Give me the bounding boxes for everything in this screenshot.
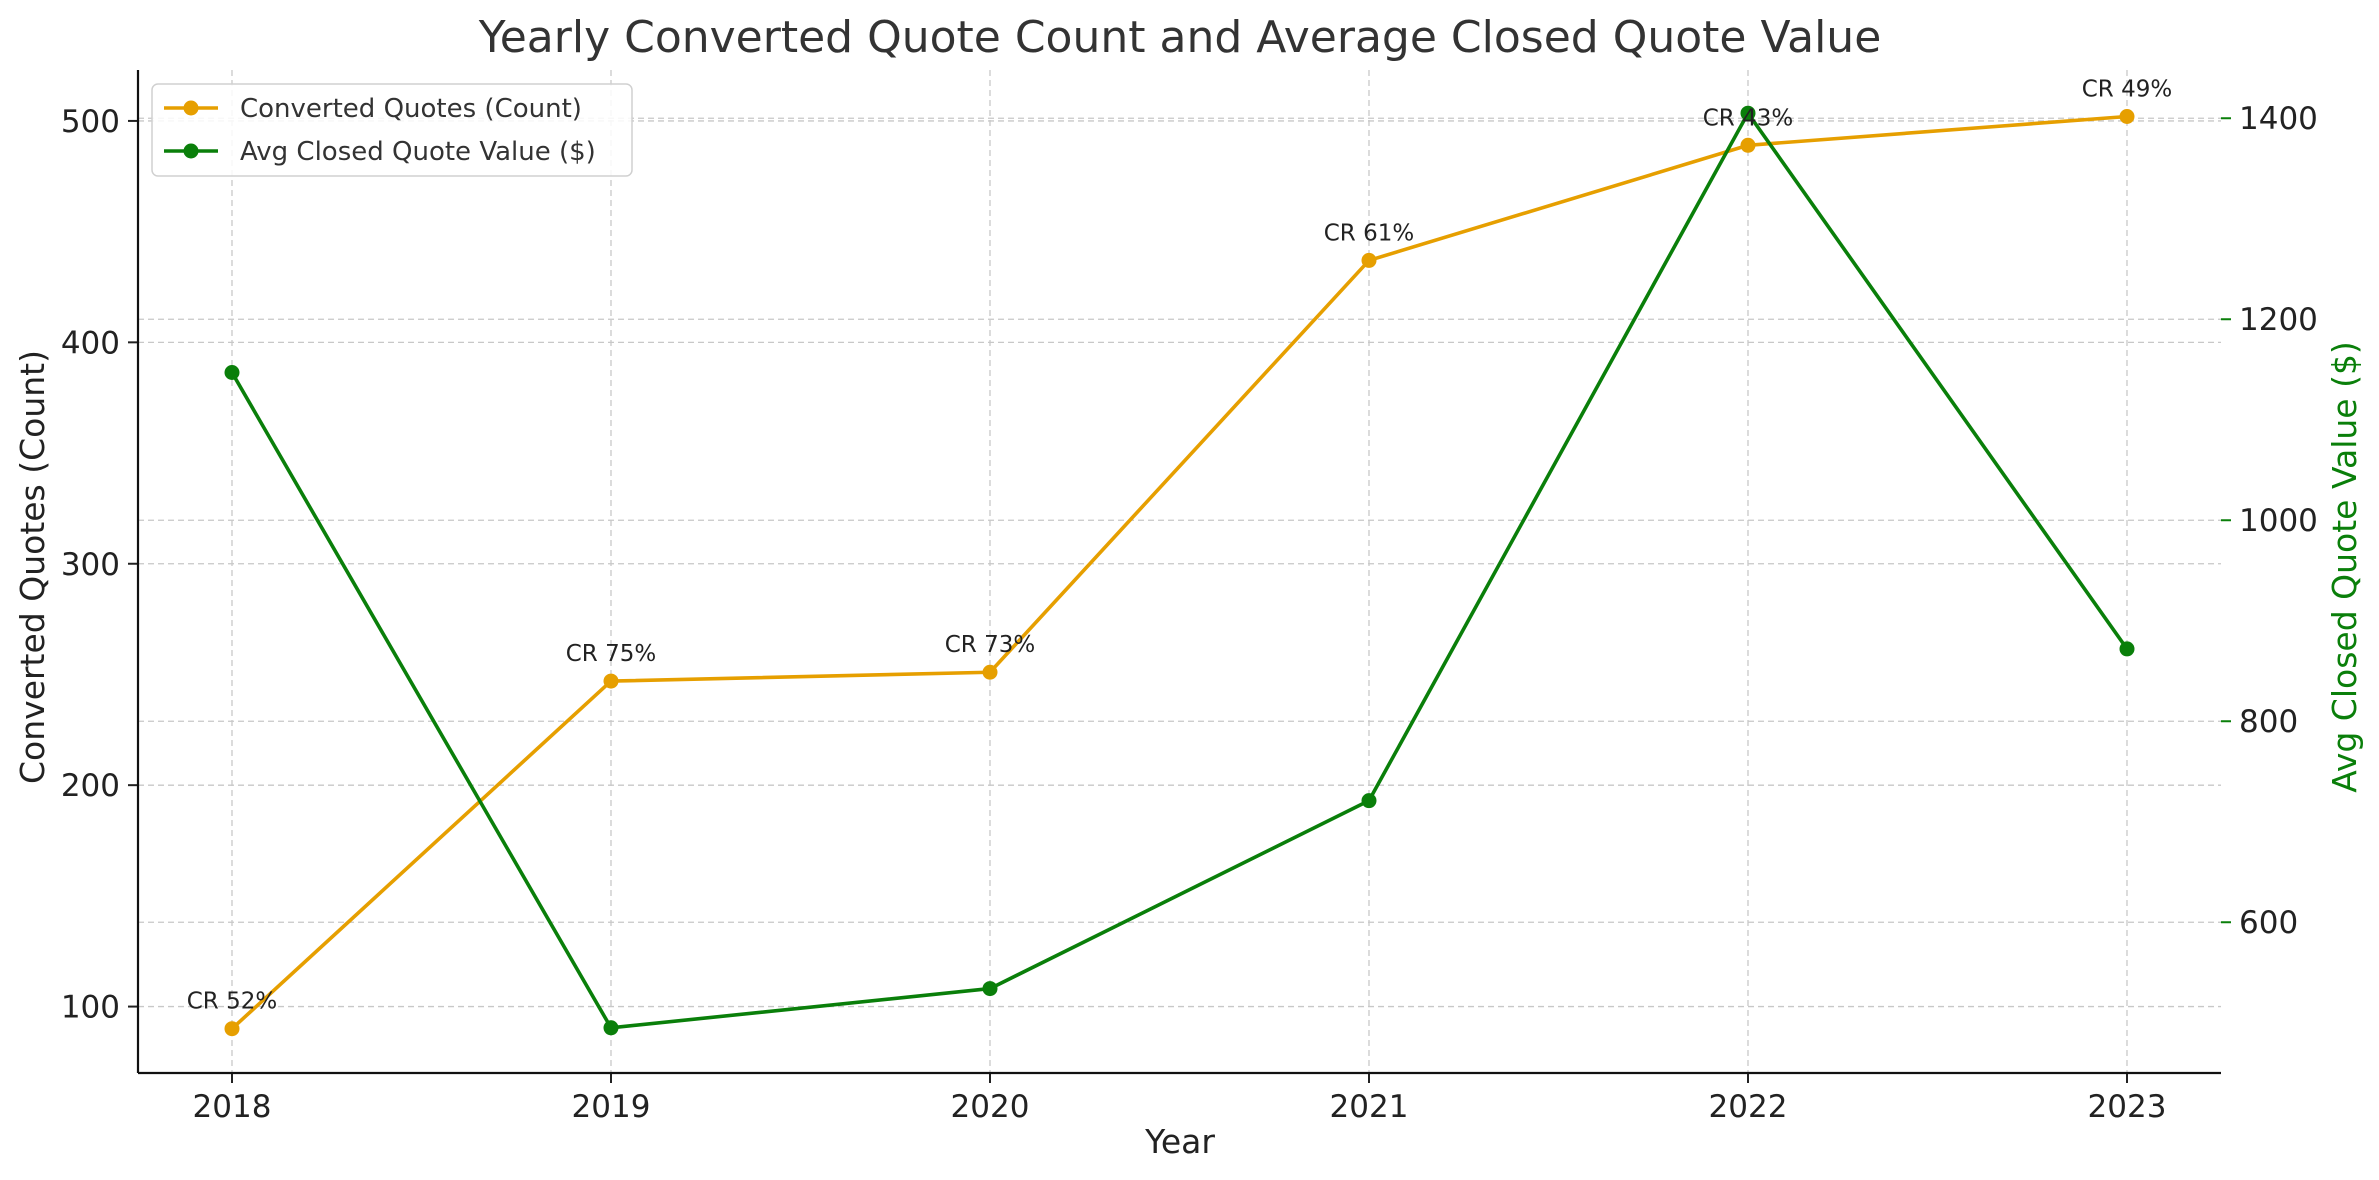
series-1-point	[224, 1021, 240, 1037]
annotation-label: CR 61%	[1324, 220, 1414, 246]
y2-tick-label: 1000	[2239, 503, 2318, 539]
x-tick-label: 2019	[572, 1089, 651, 1125]
series	[224, 105, 2135, 1037]
annotations: CR 52% CR 75% CR 73% CR 61% CR 43% CR 49%	[187, 76, 2172, 1014]
series-2-point	[2119, 641, 2135, 657]
y-tick-label: 300	[61, 547, 120, 583]
y-tick-label: 200	[61, 768, 120, 804]
legend-box	[151, 83, 633, 177]
x-tick-label: 2020	[951, 1089, 1030, 1125]
annotation-label: CR 73%	[945, 632, 1035, 658]
series-2-point	[603, 1020, 619, 1036]
series-1-point	[1740, 137, 1756, 153]
x-tick-label: 2018	[193, 1089, 272, 1125]
x-tick-label: 2023	[2088, 1089, 2167, 1125]
series-2-point	[224, 365, 240, 381]
chart-title: Yearly Converted Quote Count and Average…	[478, 12, 1882, 63]
series-1-point	[982, 664, 998, 680]
series-1-point	[2119, 108, 2135, 124]
y-tick-label: 100	[61, 990, 120, 1026]
grid	[138, 70, 2221, 1073]
y2-tick-label: 800	[2239, 704, 2298, 740]
annotation-label: CR 52%	[187, 989, 277, 1015]
legend: Converted Quotes (Count) Avg Closed Quote…	[151, 83, 633, 177]
y2-tick-label: 1200	[2239, 302, 2318, 338]
y-axis-label: Converted Quotes (Count)	[13, 350, 52, 784]
legend-swatch-marker	[183, 143, 199, 159]
legend-entry-2: Avg Closed Quote Value ($)	[240, 137, 596, 167]
y2-axis-label: Avg Closed Quote Value ($)	[2325, 341, 2364, 793]
x-tick-label: 2021	[1330, 1089, 1409, 1125]
series-1-point	[603, 673, 619, 689]
y-tick-label: 400	[61, 325, 120, 361]
legend-entry-1: Converted Quotes (Count)	[240, 94, 582, 124]
legend-swatch-marker	[183, 100, 199, 116]
series-line-2	[230, 111, 2129, 1030]
x-tick-label: 2022	[1709, 1089, 1788, 1125]
series-2-point	[1361, 793, 1377, 809]
series-2-point	[982, 981, 998, 997]
series-2-point	[1740, 105, 1756, 121]
series-line-1	[230, 114, 2128, 1031]
annotation-label: CR 43%	[1703, 105, 1793, 131]
y2-tick-label: 1400	[2239, 101, 2318, 137]
annotation-label: CR 75%	[566, 641, 656, 667]
y-tick-label: 500	[61, 104, 120, 140]
x-axis-label: Year	[1144, 1122, 1215, 1161]
y2-tick-label: 600	[2239, 905, 2298, 941]
axes: 2018 2019 2020 2021 2022 2023 100 200 300 400 500 6…	[61, 70, 2318, 1125]
series-1-point	[1361, 252, 1377, 268]
annotation-label: CR 49%	[2082, 76, 2172, 102]
